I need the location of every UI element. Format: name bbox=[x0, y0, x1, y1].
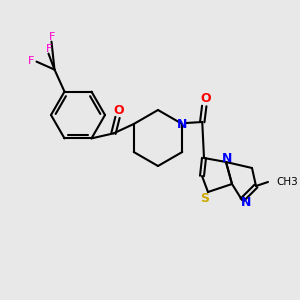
Text: S: S bbox=[200, 191, 209, 205]
Text: N: N bbox=[241, 196, 251, 208]
Text: F: F bbox=[46, 44, 53, 54]
Text: F: F bbox=[49, 32, 56, 42]
Text: F: F bbox=[28, 56, 35, 66]
Text: CH3: CH3 bbox=[276, 177, 298, 187]
Text: O: O bbox=[200, 92, 211, 106]
Text: N: N bbox=[177, 118, 188, 130]
Text: O: O bbox=[113, 104, 124, 117]
Text: N: N bbox=[222, 152, 232, 164]
